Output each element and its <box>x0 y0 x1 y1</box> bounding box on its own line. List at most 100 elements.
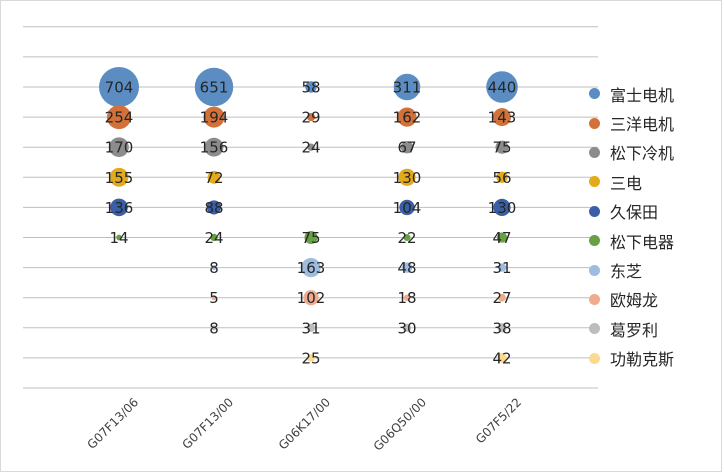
legend-label: 久保田 <box>610 203 659 223</box>
bubble <box>495 140 509 154</box>
bubble <box>109 137 129 158</box>
legend-swatch-icon <box>589 205 600 217</box>
data-label: 42 <box>492 349 511 367</box>
data-label: 311 <box>393 79 422 97</box>
data-label: 651 <box>200 79 229 97</box>
legend-swatch-icon <box>589 176 600 188</box>
bubble <box>194 67 234 107</box>
data-label: 8 <box>209 319 219 337</box>
legend-swatch-icon <box>589 352 600 364</box>
data-label: 102 <box>297 289 326 307</box>
data-label: 31 <box>301 319 320 337</box>
data-label: 48 <box>397 259 416 277</box>
bubble <box>403 294 411 301</box>
data-label: 58 <box>301 79 320 97</box>
bubble <box>305 81 317 93</box>
legend-label: 松下电器 <box>610 232 675 252</box>
legend-swatch-icon <box>589 146 600 158</box>
legend-label: 葛罗利 <box>610 320 659 340</box>
bubble <box>498 293 506 302</box>
bubble <box>497 353 507 363</box>
x-tick-label: G07F13/06 <box>85 395 142 452</box>
data-label: 194 <box>200 109 229 127</box>
legend-item: 松下冷机 <box>589 138 721 167</box>
bubble <box>109 167 129 187</box>
legend-item: 葛罗利 <box>589 314 721 343</box>
legend-item: 松下电器 <box>589 226 721 255</box>
legend-item: 三洋电机 <box>589 108 721 137</box>
legend-item: 三电 <box>589 167 721 196</box>
legend-item: 东芝 <box>589 255 721 284</box>
data-label: 27 <box>492 289 511 307</box>
legend-swatch-icon <box>589 88 600 100</box>
bubble <box>210 233 218 242</box>
bubble <box>497 263 507 272</box>
bubble <box>110 198 128 217</box>
data-label: 170 <box>105 139 134 157</box>
bubble <box>203 106 225 128</box>
bubble <box>486 71 518 103</box>
data-label: 18 <box>397 289 416 307</box>
bubble <box>398 168 416 186</box>
legend-label: 欧姆龙 <box>610 291 659 311</box>
bubble <box>496 232 508 243</box>
legend-swatch-icon <box>589 264 600 276</box>
legend-item: 功勒克斯 <box>589 344 721 373</box>
bubble <box>206 200 222 215</box>
data-label: 130 <box>393 169 422 187</box>
data-label: 25 <box>301 349 320 367</box>
bubble <box>307 354 315 362</box>
data-label: 24 <box>301 139 320 157</box>
bubble <box>106 105 132 130</box>
bubble <box>301 257 321 278</box>
legend-item: 富士电机 <box>589 79 721 108</box>
bubble <box>496 171 508 183</box>
data-label: 75 <box>492 139 511 157</box>
bubble <box>400 141 414 154</box>
data-label: 5 <box>209 289 219 307</box>
x-tick-label: G06Q50/00 <box>371 395 429 453</box>
bubble <box>492 108 512 127</box>
data-label: 24 <box>204 229 223 247</box>
bubble <box>393 73 421 101</box>
bubble <box>207 170 221 184</box>
data-label: 440 <box>488 79 517 97</box>
data-label: 704 <box>105 79 134 97</box>
data-label: 8 <box>209 259 219 277</box>
legend-swatch-icon <box>589 117 600 129</box>
legend-swatch-icon <box>589 235 600 247</box>
data-label: 31 <box>492 259 511 277</box>
data-label: 22 <box>397 229 416 247</box>
x-tick-label: G06K17/00 <box>276 395 333 452</box>
data-label: 47 <box>492 229 511 247</box>
bubble <box>401 262 413 273</box>
data-label: 29 <box>301 109 320 127</box>
data-label: 130 <box>488 199 517 217</box>
legend-label: 功勒克斯 <box>610 350 675 370</box>
legend-swatch-icon <box>589 323 600 335</box>
data-label: 75 <box>301 229 320 247</box>
bubble <box>402 323 412 332</box>
bubble <box>306 323 316 332</box>
data-label: 162 <box>393 109 422 127</box>
x-tick-label: G07F13/00 <box>180 395 237 452</box>
legend-label: 松下冷机 <box>610 144 675 164</box>
x-tick-label: G07F5/22 <box>473 395 524 446</box>
data-label: 67 <box>397 139 416 157</box>
bubble <box>397 107 417 127</box>
legend-item: 欧姆龙 <box>589 285 721 314</box>
data-label: 254 <box>105 109 134 127</box>
legend-label: 富士电机 <box>610 85 675 105</box>
data-label: 104 <box>393 199 422 217</box>
bubble <box>211 265 217 271</box>
data-label: 156 <box>200 139 229 157</box>
data-label: 155 <box>105 169 134 187</box>
bubble <box>497 323 507 333</box>
legend-label: 东芝 <box>610 262 643 282</box>
bubble <box>204 137 224 157</box>
bubble <box>493 198 511 216</box>
bubble <box>306 113 316 122</box>
data-label: 14 <box>109 229 128 247</box>
bubble <box>211 325 217 331</box>
